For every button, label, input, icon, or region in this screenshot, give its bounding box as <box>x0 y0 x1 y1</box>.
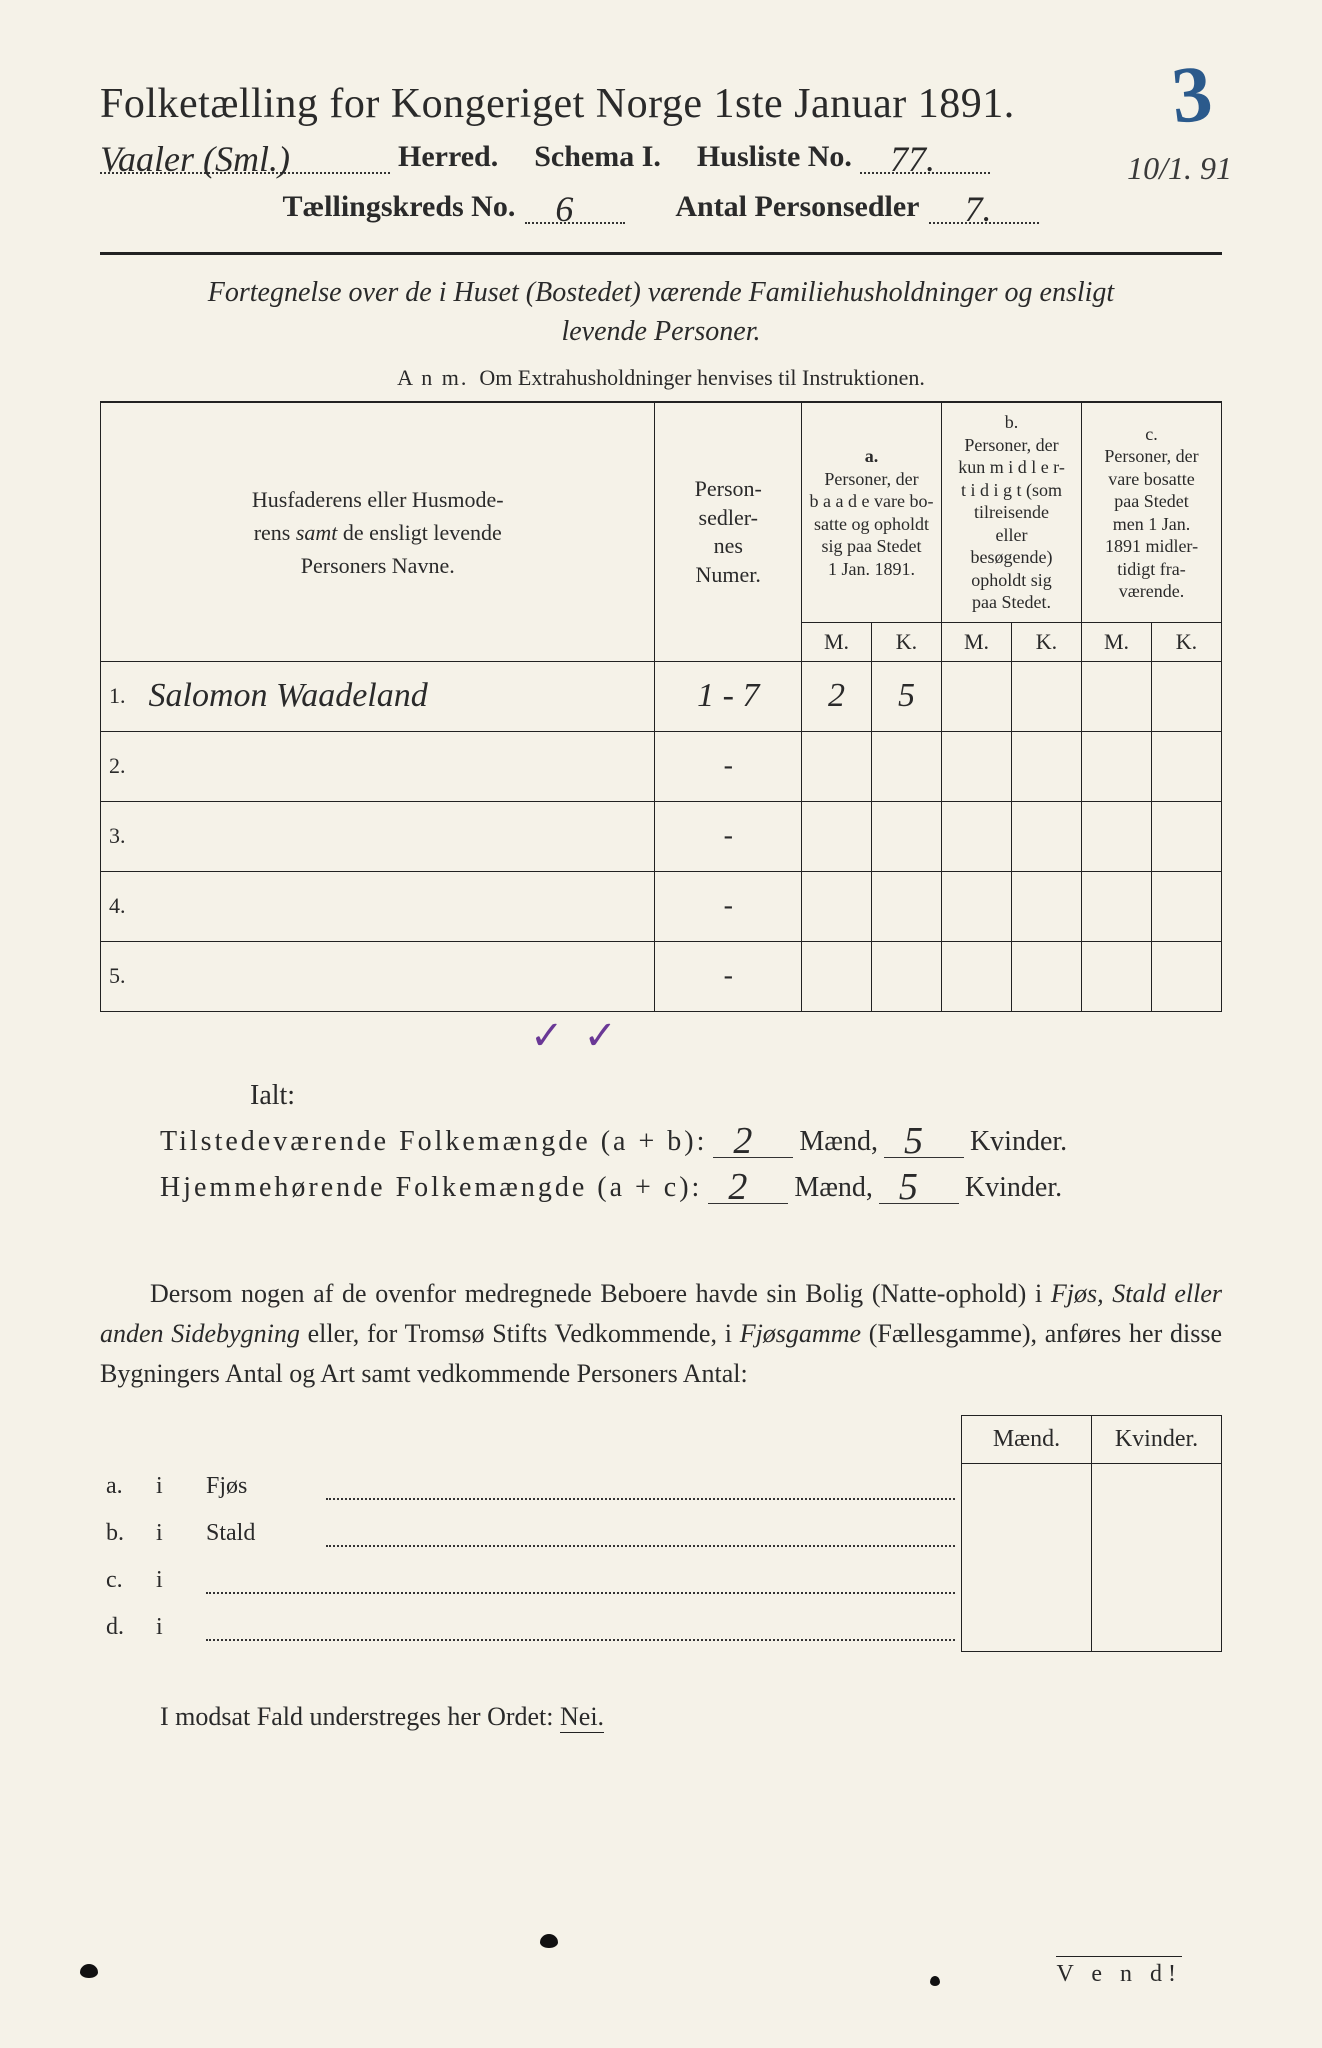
dwelling-header: Mænd. Kvinder. <box>100 1415 1222 1463</box>
table-row: 3. - <box>101 801 1222 871</box>
sedler-label: Antal Personsedler <box>675 190 919 224</box>
dw-maend-header: Mænd. <box>962 1415 1092 1463</box>
table-row: 4. - <box>101 871 1222 941</box>
row-numer: 1 - 7 <box>697 677 759 714</box>
dwelling-row: c. i <box>100 1557 1222 1604</box>
herred-field: Vaaler (Sml.) <box>100 148 390 174</box>
tilstede-k-field: 5 <box>884 1128 964 1158</box>
anm-note: A n m. Om Extrahusholdninger henvises ti… <box>100 365 1222 391</box>
col-c-m: M. <box>1082 622 1152 661</box>
ink-blot <box>930 1976 940 1986</box>
row-aM: 2 <box>828 677 845 714</box>
kreds-label: Tællingskreds No. <box>283 190 516 224</box>
dw-kvinder-header: Kvinder. <box>1092 1415 1222 1463</box>
header-row-1: Vaaler (Sml.) Herred. Schema I. Husliste… <box>100 140 1222 174</box>
tilstede-m-field: 2 <box>713 1128 793 1158</box>
col-b-k: K. <box>1012 622 1082 661</box>
herred-label: Herred. <box>398 140 498 174</box>
totals-line-2: Hjemmehørende Folkemængde (a + c): 2 Mæn… <box>160 1172 1222 1204</box>
corner-date-handwritten: 10/1. 91 <box>1127 150 1232 187</box>
dwelling-table: Mænd. Kvinder. a. i Fjøs b. i Stald c. i <box>100 1415 1222 1652</box>
ialt-label: Ialt: <box>250 1080 1222 1112</box>
kreds-field: 6 <box>525 198 625 224</box>
hjemme-k-field: 5 <box>879 1174 959 1204</box>
footer-line: I modsat Fald understreges her Ordet: Ne… <box>100 1702 1222 1732</box>
table-row: 2. - <box>101 731 1222 801</box>
row-numer: - <box>724 750 733 781</box>
husliste-value: 77. <box>890 138 935 180</box>
col-c-k: K. <box>1152 622 1222 661</box>
col-names-header: Husfaderens eller Husmode-rens samt de e… <box>101 403 655 662</box>
col-b-m: M. <box>942 622 1012 661</box>
census-table-body: 1. Salomon Waadeland 1 - 7 2 5 2. - 3. - <box>101 661 1222 1011</box>
herred-value: Vaaler (Sml.) <box>100 138 290 180</box>
dwelling-row: b. i Stald <box>100 1510 1222 1557</box>
totals-block: Ialt: Tilstedeværende Folkemængde (a + b… <box>160 1080 1222 1204</box>
hjemme-m-field: 2 <box>708 1174 788 1204</box>
husliste-label: Husliste No. <box>697 140 852 174</box>
col-a-k: K. <box>872 622 942 661</box>
col-a-header: a. Personer, derb a a d e vare bo-satte … <box>802 403 942 623</box>
kreds-value: 6 <box>555 188 573 230</box>
row-numer: - <box>724 890 733 921</box>
row-name: Salomon Waadeland <box>149 677 428 714</box>
row-aK: 5 <box>898 677 915 714</box>
census-form-page: 3 10/1. 91 Folketælling for Kongeriget N… <box>0 0 1322 2048</box>
subtitle: Fortegnelse over de i Huset (Bostedet) v… <box>100 273 1222 351</box>
purple-checkmarks: ✓✓ <box>530 1012 637 1059</box>
col-numer-header: Person-sedler-nesNumer. <box>655 403 802 662</box>
col-a-m: M. <box>802 622 872 661</box>
col-b-header: b. Personer, derkun m i d l e r-t i d i … <box>942 403 1082 623</box>
rule-1 <box>100 252 1222 255</box>
corner-number-handwritten: 3 <box>1168 48 1216 142</box>
vend-label: V e n d! <box>1056 1956 1182 1988</box>
row-num: 1. <box>101 661 141 731</box>
schema-label: Schema I. <box>534 140 661 174</box>
form-title: Folketælling for Kongeriget Norge 1ste J… <box>100 80 1222 128</box>
table-row: 1. Salomon Waadeland 1 - 7 2 5 <box>101 661 1222 731</box>
totals-line-1: Tilstedeværende Folkemængde (a + b): 2 M… <box>160 1126 1222 1158</box>
row-numer: - <box>724 960 733 991</box>
dwelling-paragraph: Dersom nogen af de ovenfor medregnede Be… <box>100 1274 1222 1395</box>
nei-underlined: Nei. <box>560 1702 604 1733</box>
dwelling-row: d. i <box>100 1604 1222 1651</box>
row-numer: - <box>724 820 733 851</box>
table-row: 5. - <box>101 941 1222 1011</box>
census-table: Husfaderens eller Husmode-rens samt de e… <box>100 402 1222 1012</box>
col-c-header: c. Personer, dervare bosattepaa Stedetme… <box>1082 403 1222 623</box>
ink-blot <box>540 1934 558 1948</box>
dwelling-row: a. i Fjøs <box>100 1463 1222 1510</box>
checkmark-row: ✓✓ <box>100 1012 1222 1062</box>
sedler-value: 7. <box>964 188 991 230</box>
ink-blot <box>80 1964 98 1978</box>
header-row-2: Tællingskreds No. 6 Antal Personsedler 7… <box>100 190 1222 224</box>
sedler-field: 7. <box>929 198 1039 224</box>
husliste-field: 77. <box>860 148 990 174</box>
